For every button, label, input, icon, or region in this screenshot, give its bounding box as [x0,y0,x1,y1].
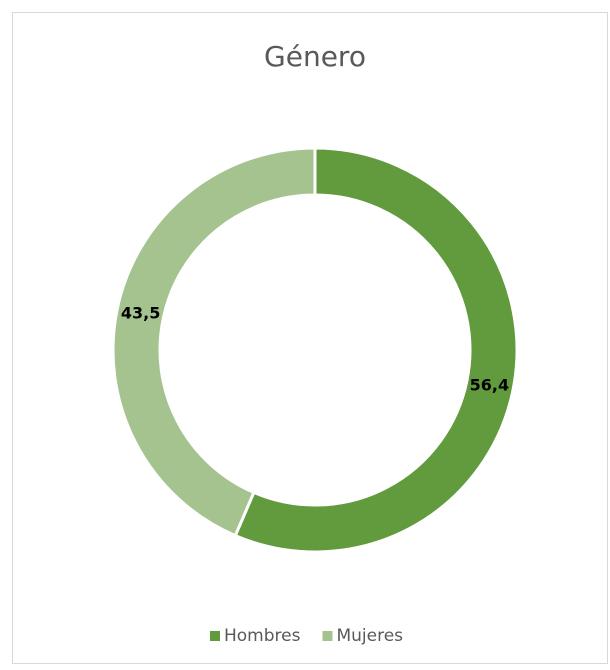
legend-swatch [322,631,333,641]
data-label: 56,4 [470,375,509,394]
legend-label: Mujeres [336,626,403,646]
chart-frame [12,12,608,664]
data-label: 43,5 [121,304,160,323]
donut-segment [111,146,317,538]
legend-label: Hombres [224,626,301,646]
chart-title: Género [264,40,366,73]
donut-segment [233,146,519,554]
legend-swatch [210,631,220,641]
